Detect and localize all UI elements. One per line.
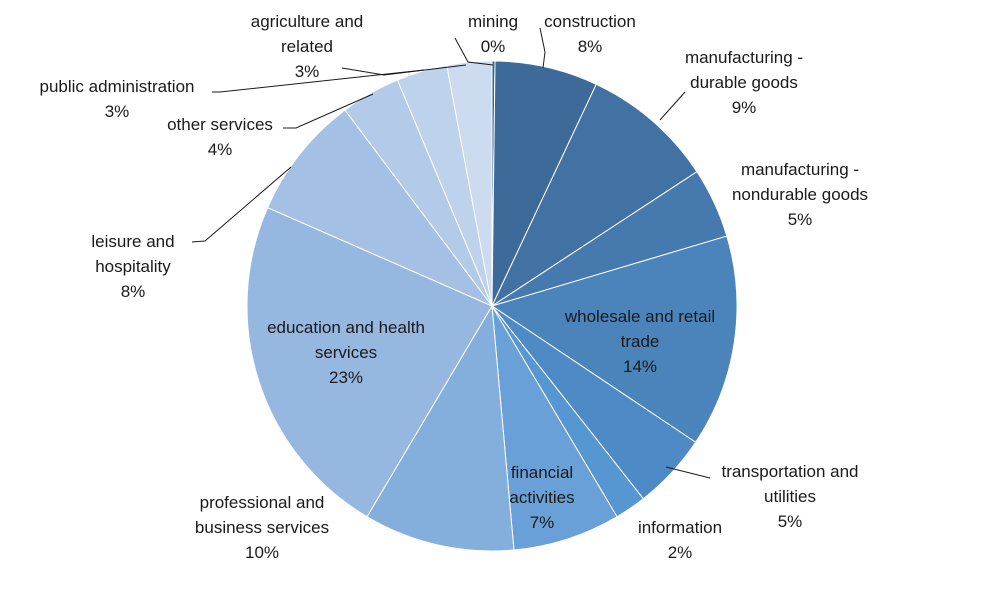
slice-wholesale-and-retail-trade — [490, 235, 738, 443]
leader-line-agriculture-and-related — [341, 64, 467, 76]
label-line: information — [638, 518, 722, 537]
label-transportation-and-utilities: transportation and utilities 5% — [721, 462, 858, 531]
leader-line-manufacturing-durable-goods — [659, 91, 686, 121]
slice-construction — [491, 60, 597, 307]
label-percent: 3% — [105, 102, 130, 121]
label-financial-activities: financial activities 7% — [509, 463, 574, 532]
label-percent: 8% — [578, 37, 603, 56]
label-professional-and-business-services: professional and business services 10% — [195, 493, 329, 562]
leader-line-transportation-and-utilities — [665, 466, 711, 479]
label-percent: 2% — [668, 543, 693, 562]
label-line: financial — [511, 463, 573, 482]
label-wholesale-and-retail-trade: wholesale and retail trade 14% — [564, 307, 715, 376]
label-line: utilities — [764, 487, 816, 506]
label-manufacturing-durable-goods: manufacturing - durable goods 9% — [685, 48, 803, 117]
label-percent: 8% — [121, 282, 146, 301]
slice-financial-activities — [491, 305, 618, 551]
slice-leisure-and-hospitality — [266, 109, 494, 308]
label-percent: 5% — [788, 210, 813, 229]
label-line: durable goods — [690, 73, 798, 92]
label-line: trade — [621, 332, 660, 351]
label-line: professional and — [200, 493, 325, 512]
label-percent: 7% — [530, 513, 555, 532]
label-leisure-and-hospitality: leisure and hospitality 8% — [91, 232, 174, 301]
pie-slices — [246, 60, 738, 552]
label-line: other services — [167, 115, 273, 134]
label-percent: 0% — [481, 37, 506, 56]
label-line: wholesale and retail — [564, 307, 715, 326]
label-percent: 23% — [329, 368, 363, 387]
label-other-services: other services 4% — [167, 115, 273, 159]
label-agriculture-and-related: agriculture and related 3% — [251, 12, 363, 81]
label-line: agriculture and — [251, 12, 363, 31]
label-education-and-health-services: education and health services 23% — [267, 318, 425, 387]
leader-line-public-administration — [212, 69, 425, 93]
label-percent: 5% — [778, 512, 803, 531]
label-line: public administration — [40, 77, 195, 96]
label-percent: 9% — [732, 98, 757, 117]
label-line: services — [315, 343, 377, 362]
leader-line-other-services — [283, 93, 374, 129]
label-information: information 2% — [638, 518, 722, 562]
label-construction: construction 8% — [544, 12, 636, 56]
label-line: related — [281, 37, 333, 56]
label-line: business services — [195, 518, 329, 537]
leader-line-leisure-and-hospitality — [191, 166, 292, 243]
slice-manufacturing-durable-goods — [490, 83, 698, 308]
label-line: activities — [509, 488, 574, 507]
label-line: leisure and — [91, 232, 174, 251]
label-line: construction — [544, 12, 636, 31]
label-percent: 4% — [208, 140, 233, 159]
slice-professional-and-business-services — [366, 304, 515, 552]
label-line: mining — [468, 12, 518, 31]
label-line: hospitality — [95, 257, 171, 276]
label-mining: mining 0% — [468, 12, 518, 56]
label-line: transportation and — [721, 462, 858, 481]
slice-labels: mining 0% construction 8% manufacturing - dur… — [40, 12, 869, 562]
label-percent: 14% — [623, 357, 657, 376]
leader-line-mining — [454, 37, 494, 66]
label-line: education and health — [267, 318, 425, 337]
leader-line-construction — [539, 27, 546, 69]
label-manufacturing-nondurable-goods: manufacturing - nondurable goods 5% — [732, 160, 868, 229]
label-percent: 10% — [245, 543, 279, 562]
label-line: manufacturing - — [685, 48, 803, 67]
slice-education-and-health-services — [246, 206, 493, 518]
label-public-administration: public administration 3% — [40, 77, 195, 121]
label-line: manufacturing - — [741, 160, 859, 179]
label-line: nondurable goods — [732, 185, 868, 204]
leader-lines — [191, 27, 711, 479]
label-percent: 3% — [295, 62, 320, 81]
